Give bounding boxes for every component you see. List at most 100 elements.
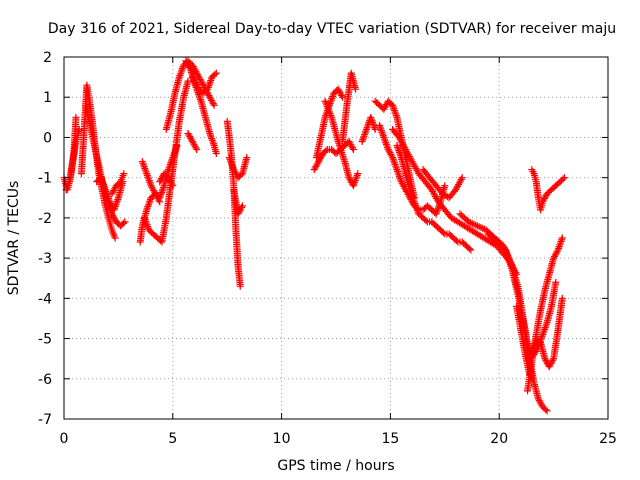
data-point-interp	[192, 144, 200, 152]
data-point-interp	[351, 178, 359, 186]
series-track-33	[528, 166, 568, 214]
data-point-interp	[209, 100, 217, 108]
data-point-interp	[362, 127, 370, 135]
data-point	[432, 210, 440, 218]
data-point-interp	[444, 193, 452, 201]
data-point	[206, 129, 214, 137]
data-point	[528, 347, 536, 355]
data-point-interp	[395, 148, 403, 156]
data-point-interp	[338, 92, 346, 100]
x-tick-label: 0	[60, 431, 69, 447]
data-point	[75, 125, 83, 133]
data-point-interp	[229, 164, 237, 172]
data-point-interp	[378, 128, 386, 136]
data-point	[141, 214, 149, 222]
data-point-interp	[191, 80, 199, 88]
data-point-interp	[382, 140, 390, 148]
data-point	[558, 234, 566, 242]
data-point	[138, 158, 146, 166]
data-point-interp	[353, 173, 361, 181]
y-tick-label: -5	[38, 332, 52, 348]
data-point-interp	[146, 180, 154, 188]
data-point-interp	[140, 161, 148, 169]
data-point	[393, 166, 401, 174]
data-point-interp	[394, 143, 402, 151]
data-point-interp	[528, 345, 536, 353]
data-point-interp	[392, 110, 400, 118]
data-point-interp	[542, 322, 550, 330]
data-point-interp	[413, 206, 421, 214]
data-point-interp	[557, 237, 565, 245]
data-point-interp	[388, 152, 396, 160]
data-point-interp	[457, 175, 465, 183]
data-point-interp	[360, 132, 368, 140]
data-point-interp	[542, 406, 550, 414]
data-point-interp	[143, 171, 151, 179]
data-point-interp	[177, 68, 185, 76]
x-axis-label: GPS time / hours	[277, 458, 394, 474]
data-point-interp	[529, 343, 537, 351]
axis-ticks	[63, 56, 609, 420]
data-point-interp	[394, 167, 402, 175]
data-point	[143, 206, 151, 214]
y-tick-label: 0	[43, 130, 52, 146]
data-point-interp	[195, 92, 203, 100]
data-point	[410, 198, 418, 206]
data-point-interp	[389, 103, 397, 111]
data-point-interp	[101, 184, 109, 192]
data-point-interp	[408, 191, 416, 199]
series-track-05	[93, 174, 127, 214]
series-track-03	[77, 81, 119, 242]
data-point-interp	[209, 138, 217, 146]
x-tick-label: 10	[273, 431, 291, 447]
data-point-interp	[391, 108, 399, 116]
x-tick-labels: 0 5 10 15 20 25	[60, 431, 617, 447]
data-point-interp	[159, 183, 167, 191]
data-point-interp	[103, 191, 111, 199]
data-point-interp	[369, 119, 377, 127]
data-point-interp	[329, 93, 337, 101]
data-point-interp	[349, 144, 357, 152]
data-point	[558, 294, 566, 302]
data-point-interp	[119, 219, 127, 227]
data-point-interp	[540, 327, 548, 335]
y-tick-label: -1	[38, 171, 52, 187]
data-point-interp	[210, 140, 218, 148]
data-point-interp	[227, 159, 235, 167]
data-point-interp	[395, 171, 403, 179]
data-point-interp	[410, 196, 418, 204]
data-point-interp	[350, 180, 358, 188]
data-point-interp	[190, 78, 198, 86]
series-track-14	[184, 129, 201, 154]
data-point-interp	[192, 83, 200, 91]
data-point-interp	[411, 200, 419, 208]
data-point-interp	[389, 155, 397, 163]
data-point-interp	[238, 203, 246, 211]
data-point-interp	[359, 136, 367, 144]
data-point-interp	[433, 206, 441, 214]
data-point	[111, 234, 119, 242]
data-point	[143, 170, 151, 178]
data-point-interp	[185, 63, 193, 71]
data-point-interp	[146, 197, 154, 205]
chart-title: Day 316 of 2021, Sidereal Day-to-day VTE…	[48, 21, 616, 37]
data-point-interp	[363, 124, 371, 132]
data-point-interp	[114, 196, 122, 204]
data-point-interp	[155, 196, 163, 204]
data-point-interp	[142, 168, 150, 176]
data-point-interp	[205, 80, 213, 88]
data-point-interp	[141, 164, 149, 172]
data-point-interp	[144, 202, 152, 210]
data-point	[349, 182, 357, 190]
data-point-interp	[189, 75, 197, 83]
series-track-06	[108, 170, 128, 198]
data-point-interp	[392, 162, 400, 170]
data-point-interp	[111, 202, 119, 210]
y-tick-label: -2	[38, 211, 52, 227]
data-point-interp	[196, 94, 204, 102]
data-point-interp	[206, 131, 214, 139]
data-point-interp	[144, 173, 152, 181]
data-point	[120, 170, 128, 178]
data-point-interp	[390, 159, 398, 167]
